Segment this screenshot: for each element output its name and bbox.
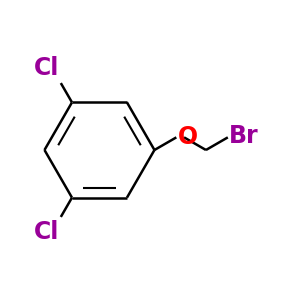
Text: Cl: Cl — [34, 220, 59, 244]
Text: Br: Br — [229, 124, 259, 148]
Text: O: O — [178, 125, 198, 149]
Text: Cl: Cl — [34, 56, 59, 80]
